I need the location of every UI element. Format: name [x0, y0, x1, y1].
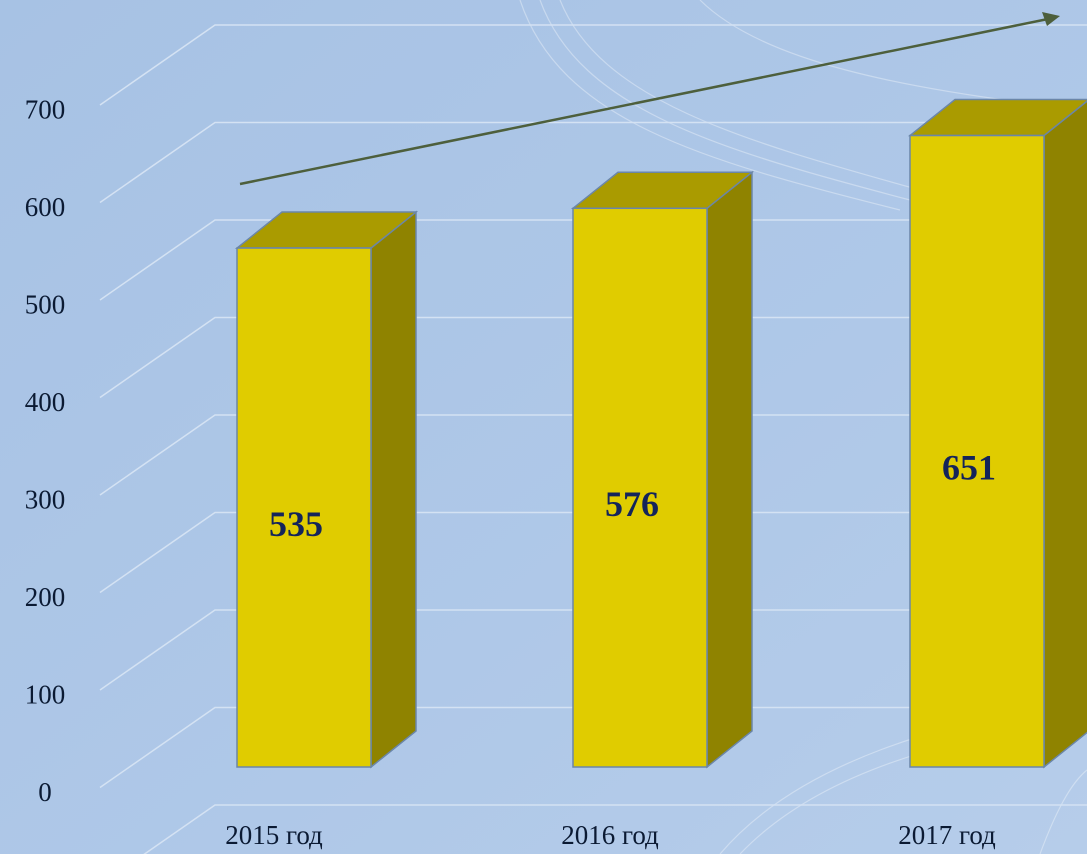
- bar: [573, 172, 752, 767]
- bar: [910, 100, 1087, 767]
- bar: [237, 212, 416, 767]
- bar-side: [707, 172, 752, 767]
- y-tick-label: 500: [25, 290, 66, 320]
- y-tick-label: 100: [25, 680, 66, 710]
- y-tick-label: 0: [38, 777, 52, 807]
- x-tick-label: 2015 год: [225, 820, 323, 850]
- bar-side: [371, 212, 416, 767]
- y-tick-label: 700: [25, 95, 66, 125]
- value-label: 576: [605, 484, 659, 524]
- y-tick-label: 600: [25, 192, 66, 222]
- bar-side: [1044, 100, 1087, 767]
- chart: 0 100 200 300 400 500 600 700 535 2015 год 576 2016…: [0, 0, 1087, 854]
- y-tick-label: 300: [25, 485, 66, 515]
- x-tick-label: 2016 год: [561, 820, 659, 850]
- y-tick-label: 200: [25, 582, 66, 612]
- value-label: 535: [269, 504, 323, 544]
- x-tick-label: 2017 год: [898, 820, 996, 850]
- value-label: 651: [942, 448, 996, 488]
- y-tick-label: 400: [25, 387, 66, 417]
